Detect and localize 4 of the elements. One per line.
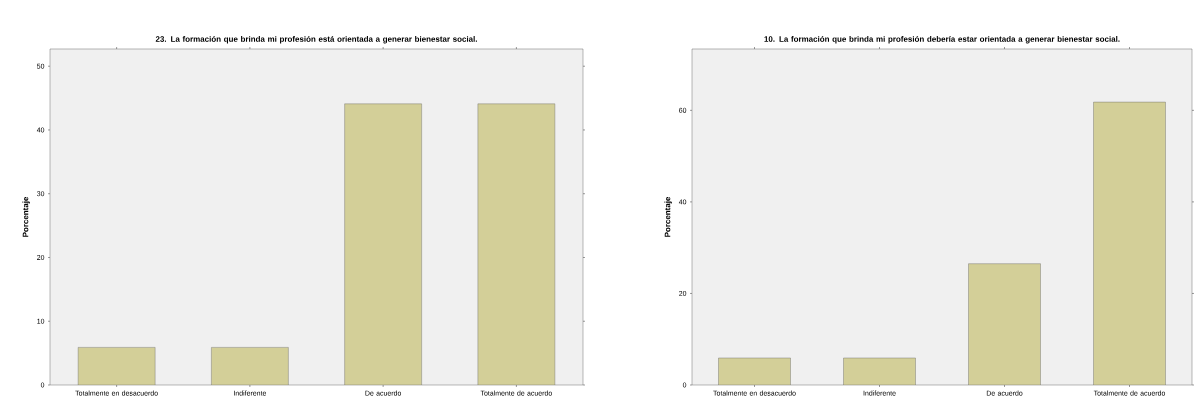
bar [843, 357, 916, 385]
bar [968, 263, 1041, 385]
bar [718, 357, 791, 385]
bar [1093, 101, 1166, 385]
